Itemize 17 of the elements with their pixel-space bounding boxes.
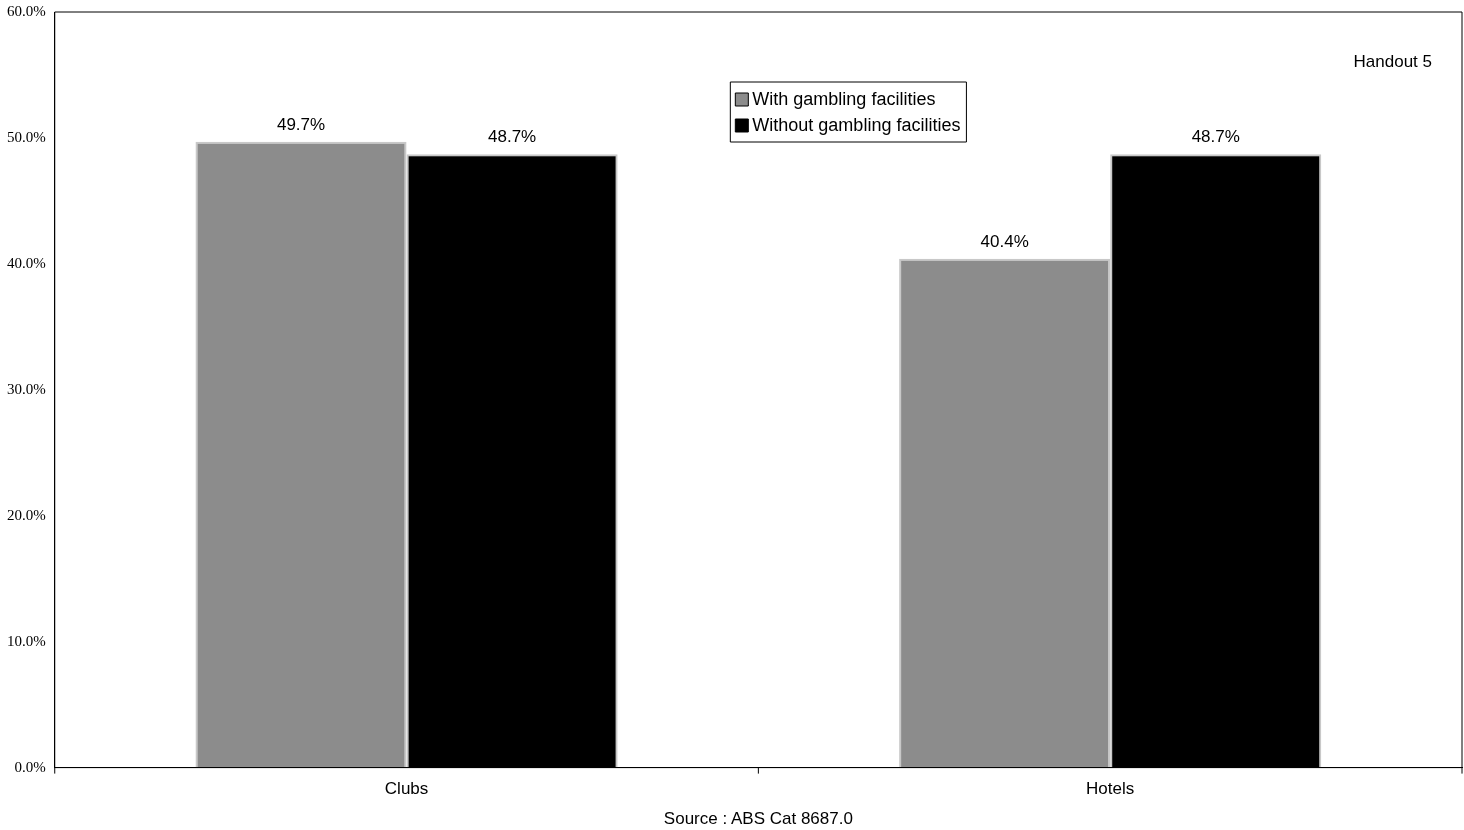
y-tick-label: 30.0% <box>7 380 46 397</box>
x-tick-label: Clubs <box>384 779 429 799</box>
y-tick-label: 50.0% <box>7 128 46 145</box>
y-tick-label: 0.0% <box>14 758 46 775</box>
annotation: Handout 5 <box>1353 51 1432 71</box>
x-tick-label: Hotels <box>1086 779 1135 799</box>
legend-label: Without gambling facilities <box>752 114 961 135</box>
data-label: 48.7% <box>1191 127 1240 147</box>
data-label: 48.7% <box>488 127 537 147</box>
y-tick-label: 40.0% <box>7 254 46 271</box>
y-tick-label: 10.0% <box>7 632 46 649</box>
data-label: 40.4% <box>980 232 1029 252</box>
legend-label: With gambling facilities <box>752 88 936 109</box>
source-note: Source : ABS Cat 8687.0 <box>663 809 853 829</box>
data-label: 49.7% <box>276 114 326 134</box>
y-tick-label: 20.0% <box>7 506 46 523</box>
y-tick-label: 60.0% <box>7 2 46 19</box>
